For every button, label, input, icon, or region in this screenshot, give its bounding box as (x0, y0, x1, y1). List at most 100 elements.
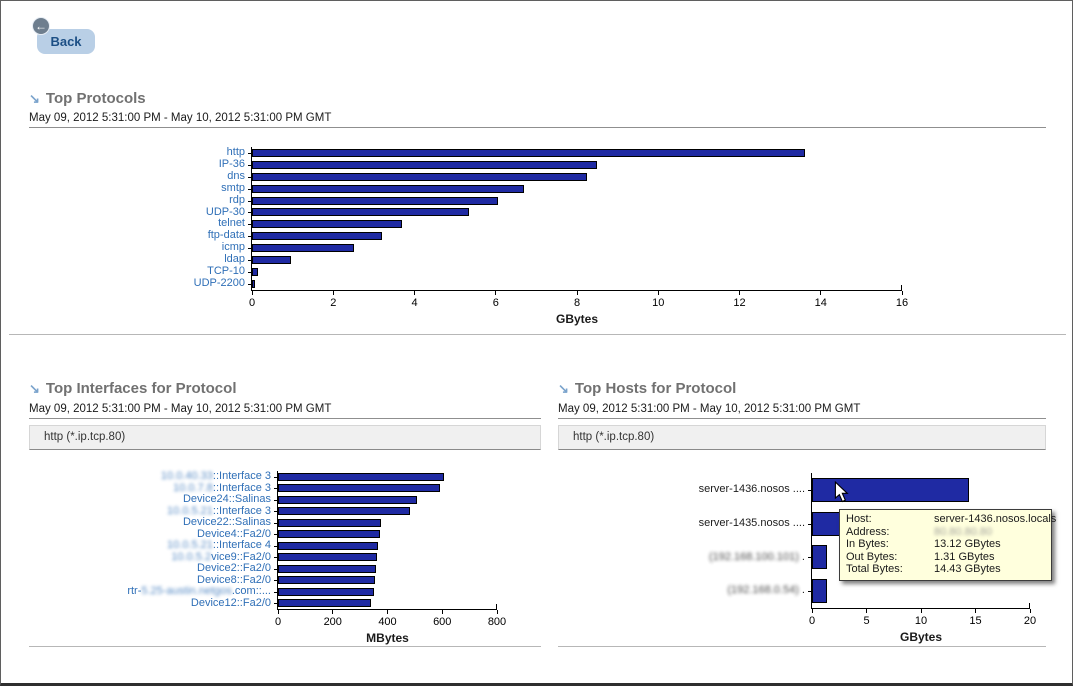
bar-icmp[interactable] (252, 244, 354, 253)
bar-10.0.5.21::Interface 4[interactable] (278, 541, 378, 550)
bar-UDP-2200[interactable] (252, 279, 255, 288)
category-label-Device22::Salinas[interactable]: Device22::Salinas (183, 516, 271, 529)
category-label-ftp-data[interactable]: ftp-data (207, 229, 245, 242)
x-axis-title: GBytes (899, 630, 943, 644)
category-text: TCP-10 (207, 265, 245, 277)
section-title-top-protocols: Top Protocols (45, 90, 146, 107)
category-tick (274, 534, 278, 536)
section-collapse-icon[interactable]: ↘ (558, 381, 569, 396)
x-axis-tick-label: 8 (573, 297, 581, 309)
bar-telnet[interactable] (252, 220, 402, 229)
category-tick (248, 236, 252, 238)
category-label-Device4::Fa2/0[interactable]: Device4::Fa2/0 (197, 528, 271, 541)
protocol-filter-box: http (*.ip.tcp.80) (29, 425, 541, 450)
category-label-Device24::Salinas[interactable]: Device24::Salinas (183, 493, 271, 506)
category-text: ftp-data (207, 229, 245, 242)
top-interfaces-chart: 10.0.40.33::Interface 3 10.0.7.8::Interfa… (127, 470, 506, 645)
section-separator (9, 334, 1066, 335)
section-collapse-icon[interactable]: ↘ (29, 381, 40, 396)
x-axis-end-tick (901, 285, 902, 290)
back-button[interactable]: Back (37, 29, 95, 54)
category-label-ldap[interactable]: ldap (224, 253, 245, 266)
bar-(192.168.0.54) .[interactable] (812, 579, 827, 604)
bar-smtp[interactable] (252, 184, 524, 193)
bar-(192.168.100.101) .[interactable] (812, 545, 827, 570)
x-axis-tick-label: 20 (1023, 615, 1037, 627)
top-protocols-chart: http IP-36 dns smtp rdp UDP-30 telnet ftp-data i… (194, 146, 908, 326)
bar-Device24::Salinas[interactable] (278, 495, 417, 504)
redacted-text: 10.0.5.21 (167, 539, 213, 551)
panel-separator (29, 646, 541, 647)
x-axis-tick-label: 0 (274, 616, 282, 628)
category-label-icmp[interactable]: icmp (222, 241, 245, 254)
tooltip-row-out-bytes: Out Bytes: 1.31 GBytes (846, 551, 1045, 564)
section-title-top-hosts: Top Hosts for Protocol (574, 380, 737, 397)
category-label-UDP-2200[interactable]: UDP-2200 (194, 277, 245, 290)
bar-Device12::Fa2/0[interactable] (278, 599, 371, 608)
tooltip-label: Total Bytes: (846, 563, 903, 576)
bar-UDP-30[interactable] (252, 208, 469, 217)
category-text: vice9::Fa2/0 (211, 550, 271, 563)
x-axis-tick-label: 4 (411, 297, 418, 309)
category-label-http[interactable]: http (227, 146, 245, 159)
bar-dns[interactable] (252, 172, 587, 181)
category-label-10.0.5.21::Interface 4[interactable]: 10.0.5.21::Interface 4 (167, 539, 271, 552)
category-text: server-1435.nosos .... (698, 516, 805, 529)
category-text: Device8::Fa2/0 (197, 573, 271, 586)
x-axis-tick (495, 291, 497, 295)
category-tick (808, 591, 812, 593)
redacted-text: 10.0.5.2 (171, 550, 212, 563)
category-label-telnet[interactable]: telnet (218, 217, 245, 230)
x-axis-tick (414, 291, 415, 295)
category-label-10.0.5.2vice9::Fa2/0[interactable]: 10.0.5.2vice9::Fa2/0 (171, 550, 271, 564)
x-axis-tick-label: 14 (814, 297, 827, 309)
bar-Device4::Fa2/0[interactable] (278, 530, 380, 539)
category-label-Device12::Fa2/0[interactable]: Device12::Fa2/0 (191, 597, 271, 610)
category-label-Device8::Fa2/0[interactable]: Device8::Fa2/0 (197, 573, 271, 587)
category-label-IP-36[interactable]: IP-36 (219, 158, 245, 171)
bar-10.0.7.8::Interface 3[interactable] (278, 484, 440, 493)
bar-10.0.5.2vice9::Fa2/0[interactable] (278, 553, 377, 562)
date-underline (29, 127, 1046, 128)
bar-IP-36[interactable] (252, 160, 597, 169)
category-label-rdp[interactable]: rdp (229, 193, 245, 207)
x-axis-tick (811, 609, 813, 613)
bar-10.0.5.21::Interface 3[interactable] (278, 507, 410, 516)
bar-rtr-5.25-austin.netgos.com::...[interactable] (278, 587, 374, 596)
category-text: . (798, 550, 805, 563)
category-tick (274, 476, 278, 478)
category-label-rtr-5.25-austin.netgos.com::...[interactable]: rtr-5.25-austin.netgos.com::... (127, 585, 271, 598)
category-label-10.0.40.33::Interface 3[interactable]: 10.0.40.33::Interface 3 (160, 470, 271, 483)
category-label-UDP-30[interactable]: UDP-30 (206, 206, 245, 219)
category-label-smtp[interactable]: smtp (221, 182, 245, 195)
bar-Device2::Fa2/0[interactable] (278, 564, 376, 573)
category-tick (248, 164, 252, 166)
bar-TCP-10[interactable] (252, 267, 258, 276)
category-label-10.0.5.21::Interface 3[interactable]: 10.0.5.21::Interface 3 (167, 504, 271, 518)
redacted-text: 10.0.40.33 (160, 470, 213, 482)
category-label-Device2::Fa2/0[interactable]: Device2::Fa2/0 (197, 562, 271, 575)
bar-Device8::Fa2/0[interactable] (278, 576, 375, 585)
bar-Device22::Salinas[interactable] (278, 518, 381, 527)
bar-rdp[interactable] (252, 196, 498, 205)
section-collapse-icon[interactable]: ↘ (29, 91, 40, 106)
category-tick (808, 523, 812, 525)
bar-ldap[interactable] (252, 256, 291, 265)
category-text: rdp (229, 193, 245, 206)
category-label-10.0.7.8::Interface 3[interactable]: 10.0.7.8::Interface 3 (173, 482, 271, 495)
category-label-TCP-10[interactable]: TCP-10 (207, 265, 245, 278)
bar-http[interactable] (252, 148, 805, 157)
x-axis-tick (920, 609, 922, 613)
tooltip-value: 1.31 GBytes (934, 550, 995, 563)
category-tick (274, 511, 278, 513)
bar-ftp-data[interactable] (252, 232, 382, 241)
back-arrow-icon[interactable]: ← (32, 17, 50, 35)
tooltip-row-in-bytes: In Bytes: 13.12 GBytes (846, 538, 1045, 551)
x-axis-tick-label: 200 (323, 616, 342, 628)
category-tick (248, 200, 252, 202)
bar-10.0.40.33::Interface 3[interactable] (278, 472, 444, 481)
category-text: .com::... (231, 585, 271, 597)
redacted-text: 10.0.5.21 (167, 504, 213, 517)
tooltip-row-total-bytes: Total Bytes: 14.43 GBytes (846, 563, 1045, 576)
category-label-dns[interactable]: dns (227, 170, 245, 183)
